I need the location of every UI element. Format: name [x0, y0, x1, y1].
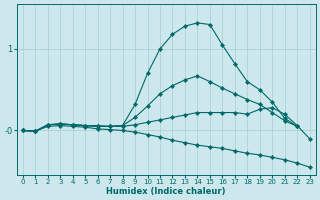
X-axis label: Humidex (Indice chaleur): Humidex (Indice chaleur)	[107, 187, 226, 196]
